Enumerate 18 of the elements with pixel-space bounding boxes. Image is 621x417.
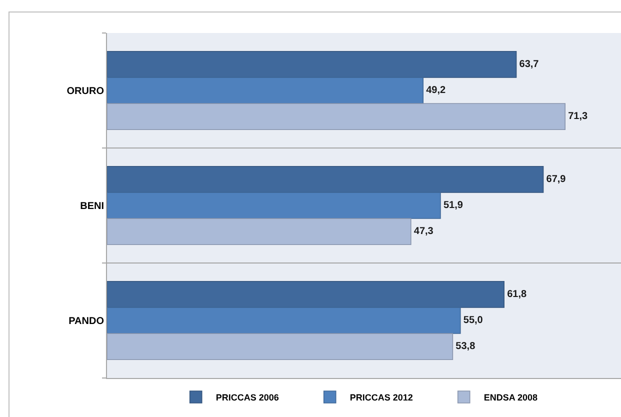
y-tick-label: BENI [80,201,104,212]
data-label: 47,3 [414,226,434,238]
bar [107,218,412,245]
data-label: 63,7 [519,58,540,70]
data-label: 67,9 [546,174,566,185]
legend-label: PRICCAS 2012 [350,392,413,402]
bar [107,333,454,360]
bar [107,103,566,130]
data-label: 53,8 [456,341,476,352]
data-label: 49,2 [426,85,446,96]
data-label: 71,3 [568,111,588,122]
y-tick-label: ORURO [66,86,104,97]
legend-label: PRICCAS 2006 [216,392,279,402]
data-label: 51,9 [443,200,464,211]
data-label: 61,8 [507,288,527,300]
y-tick-label: PANDO [68,316,104,327]
data-label: 55,0 [463,315,484,326]
legend-label: ENDSA 2008 [484,392,538,402]
